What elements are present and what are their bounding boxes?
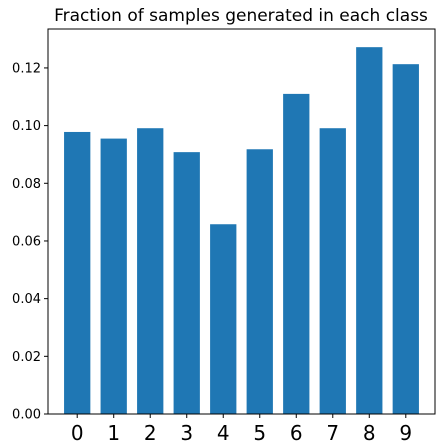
bar-0 (64, 131, 91, 414)
x-tick-label: 5 (253, 421, 266, 444)
y-tick-label: 0.08 (12, 177, 41, 192)
bar-4 (210, 224, 237, 414)
y-axis: 0.00 0.02 0.04 0.06 0.08 0.10 0.12 (12, 61, 48, 423)
y-tick-label: 0.12 (12, 61, 41, 76)
bar-7 (319, 128, 346, 414)
x-tick-label: 6 (290, 421, 303, 444)
x-tick-label: 4 (217, 421, 230, 444)
x-tick-label: 7 (326, 421, 339, 444)
x-tick-label: 0 (71, 421, 84, 444)
x-tick-label: 2 (144, 421, 157, 444)
y-tick-label: 0.06 (12, 234, 41, 249)
y-tick-label: 0.10 (12, 119, 41, 134)
x-tick-label: 1 (107, 421, 120, 444)
chart-title: Fraction of samples generated in each cl… (54, 6, 428, 26)
bar-5 (246, 149, 273, 414)
bar-8 (356, 47, 383, 415)
bar-6 (283, 93, 310, 414)
axes-frame (47, 28, 436, 415)
x-tick-label: 3 (180, 421, 193, 444)
bar-1 (100, 138, 127, 414)
bar-3 (173, 152, 200, 414)
bar-9 (392, 64, 419, 415)
y-tick-label: 0.04 (12, 292, 41, 307)
y-tick-label: 0.00 (12, 408, 41, 423)
x-tick-label: 8 (363, 421, 376, 444)
y-tick-label: 0.02 (12, 350, 41, 365)
x-tick-label: 9 (399, 421, 412, 444)
bar-2 (137, 128, 164, 414)
bars-group (64, 47, 419, 415)
